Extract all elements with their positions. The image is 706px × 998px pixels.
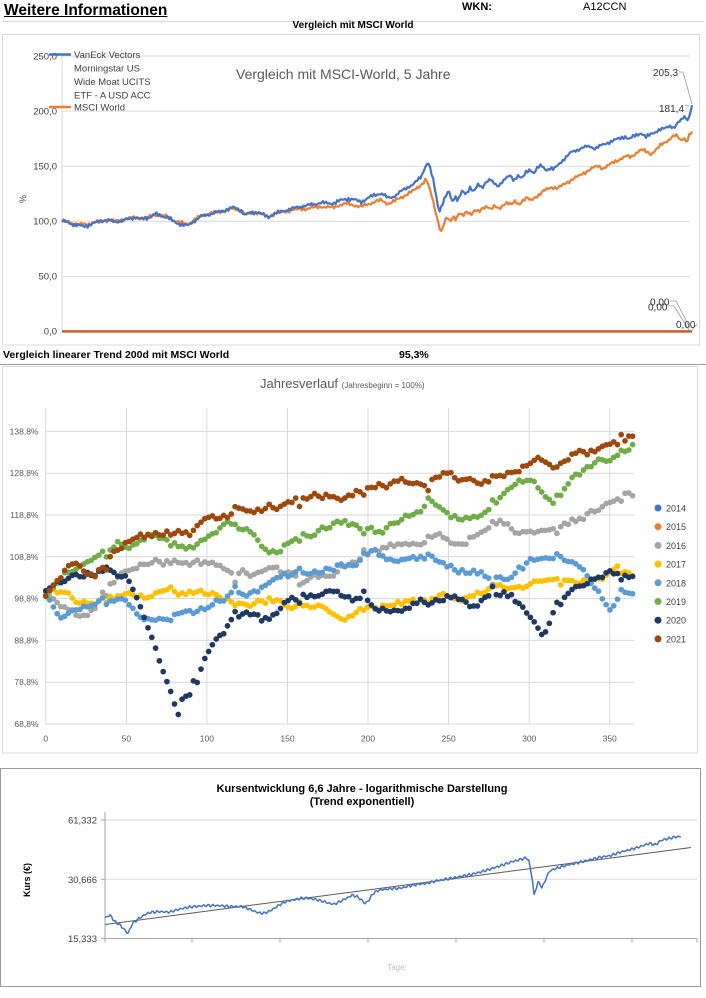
svg-text:138,8%: 138,8%	[10, 426, 39, 436]
svg-text:50,0: 50,0	[39, 272, 58, 283]
svg-text:100: 100	[200, 734, 214, 744]
svg-text:0,00: 0,00	[650, 298, 670, 309]
svg-text:150: 150	[280, 734, 294, 744]
svg-text:Vergleich mit MSCI-World, 5 Ja: Vergleich mit MSCI-World, 5 Jahre	[236, 66, 451, 82]
svg-text:30,666: 30,666	[68, 875, 97, 886]
svg-text:Wide Moat UCITS: Wide Moat UCITS	[74, 77, 151, 88]
svg-text:118,8%: 118,8%	[10, 510, 39, 520]
svg-text:0,0: 0,0	[44, 327, 57, 338]
svg-text:200: 200	[361, 734, 375, 744]
svg-text:0,00: 0,00	[676, 320, 696, 331]
svg-text:2015: 2015	[666, 522, 686, 532]
svg-text:Morningstar US: Morningstar US	[74, 64, 140, 75]
svg-text:Tage:: Tage:	[387, 963, 407, 972]
svg-text:%: %	[18, 195, 28, 203]
svg-text:61,332: 61,332	[68, 816, 97, 827]
svg-text:2019: 2019	[666, 597, 686, 607]
svg-text:2014: 2014	[666, 504, 686, 514]
svg-text:Kurs (€): Kurs (€)	[22, 863, 32, 897]
svg-text:2021: 2021	[666, 634, 686, 644]
svg-text:78,8%: 78,8%	[14, 677, 39, 687]
svg-text:150,0: 150,0	[33, 162, 57, 173]
svg-text:Kursentwicklung 6,6 Jahre - lo: Kursentwicklung 6,6 Jahre - logarithmisc…	[217, 783, 508, 795]
svg-text:MSCI World: MSCI World	[74, 103, 125, 114]
svg-text:98,8%: 98,8%	[14, 594, 39, 604]
svg-text:181,4: 181,4	[659, 104, 684, 115]
svg-text:ETF - A USD ACC: ETF - A USD ACC	[74, 91, 151, 102]
svg-text:2016: 2016	[666, 541, 686, 551]
svg-text:250,0: 250,0	[33, 52, 57, 63]
svg-text:VanEck Vectors: VanEck Vectors	[74, 50, 141, 61]
svg-text:2017: 2017	[666, 560, 686, 570]
svg-text:0: 0	[43, 734, 48, 744]
svg-text:15,333: 15,333	[68, 934, 97, 945]
svg-text:88,8%: 88,8%	[14, 635, 39, 645]
svg-text:250: 250	[442, 734, 456, 744]
svg-text:128,8%: 128,8%	[10, 468, 39, 478]
svg-text:350: 350	[603, 734, 617, 744]
svg-text:100,0: 100,0	[33, 217, 57, 228]
svg-text:68,8%: 68,8%	[14, 719, 39, 729]
svg-text:50: 50	[122, 734, 132, 744]
svg-text:0,00: 0,00	[648, 303, 668, 314]
svg-text:300: 300	[522, 734, 536, 744]
svg-text:200,0: 200,0	[33, 107, 57, 118]
svg-text:205,3: 205,3	[653, 68, 678, 79]
svg-text:2018: 2018	[666, 578, 686, 588]
svg-text:(Trend exponentiell): (Trend exponentiell)	[310, 796, 415, 808]
svg-text:108,8%: 108,8%	[10, 552, 39, 562]
svg-text:2020: 2020	[666, 616, 686, 626]
